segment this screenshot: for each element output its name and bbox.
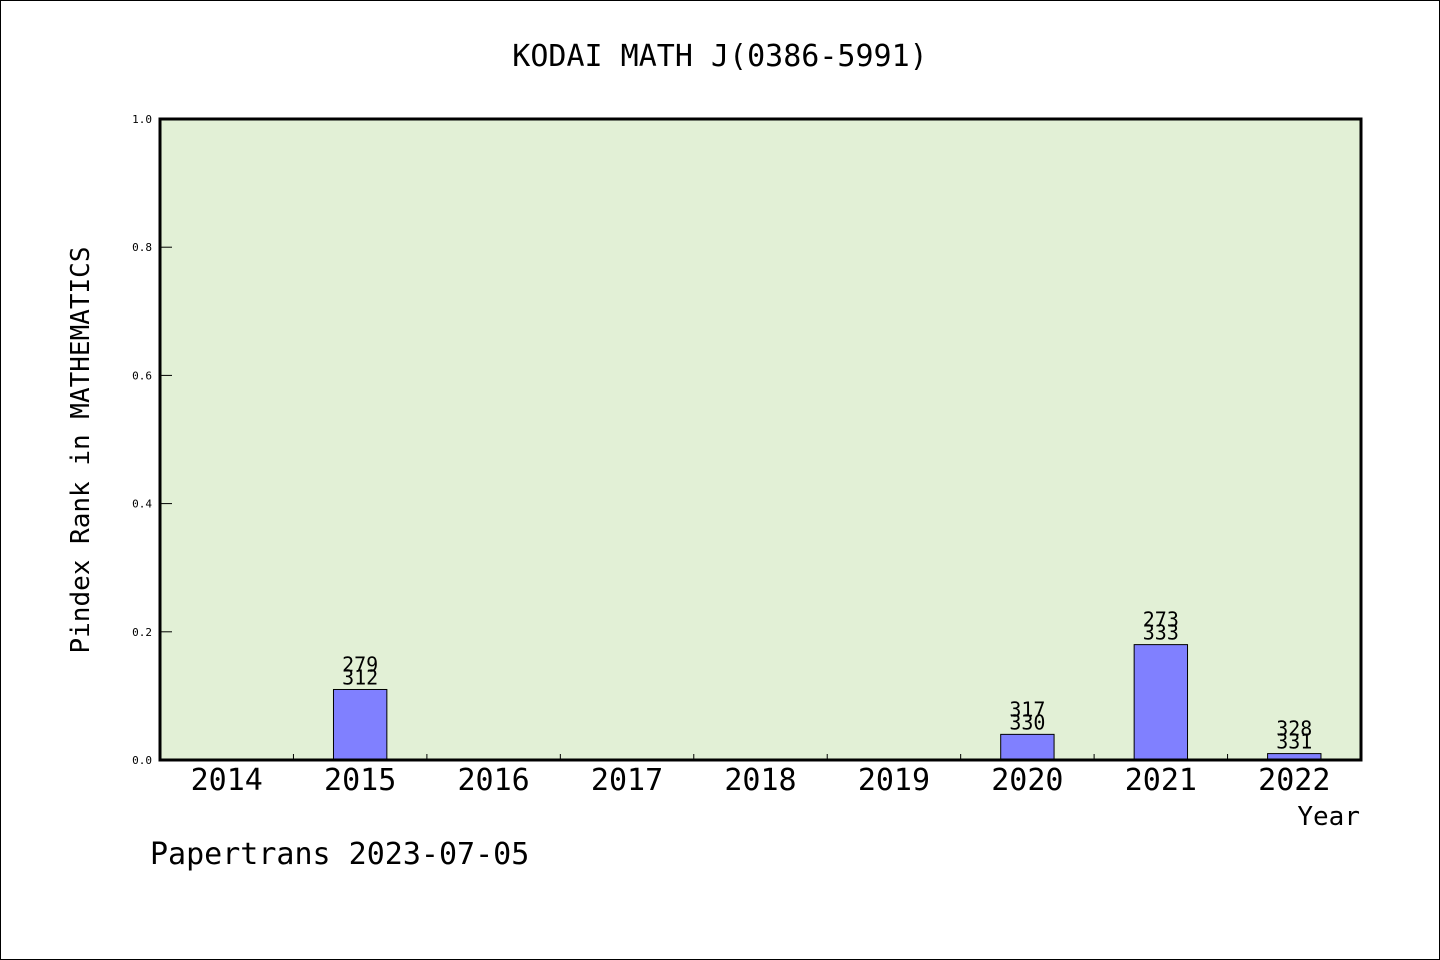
bar-label-top: 328 [1276,717,1312,741]
bar-label-bottom: 330 [1009,710,1045,734]
footer-credit: Papertrans 2023-07-05 [150,837,529,872]
bar-label-bottom: 312 [342,665,378,689]
y-tick-label: 0.6 [132,369,152,382]
plot-border [158,117,1363,762]
x-tick-label: 2022 [1258,763,1330,798]
bar-label-top: 317 [1009,697,1045,721]
bar-2020 [1000,733,1055,761]
bar-2015 [332,688,388,761]
bar-2021 [1133,644,1189,761]
x-tick-label: 2016 [457,763,529,798]
bar-label-bottom: 333 [1143,621,1179,645]
y-tick-label: 0.8 [132,241,152,254]
chart-title: KODAI MATH J(0386-5991) [512,39,927,74]
bar-label-top: 279 [342,652,378,676]
x-tick-label: 2019 [858,763,930,798]
y-axis-label: Pindex Rank in MATHEMATICS [66,247,96,654]
y-tick-label: 0.0 [132,754,152,767]
x-tick-label: 2018 [724,763,796,798]
ticks-group: 0.0 0.2 0.4 0.6 0.8 1.0 2014 2015 2016 2017 2018 20… [132,113,1330,798]
x-axis-label: Year [1297,802,1360,832]
bar-label-bottom: 331 [1276,730,1312,754]
x-tick-label: 2021 [1125,763,1197,798]
x-tick-label: 2015 [324,763,396,798]
x-tick-label: 2017 [591,763,663,798]
y-tick-label: 0.2 [132,626,152,639]
y-tick-label: 0.4 [132,498,152,511]
x-tick-label: 2014 [191,763,263,798]
x-tick-label: 2020 [991,763,1063,798]
bar-label-top: 273 [1143,608,1179,632]
y-tick-label: 1.0 [132,113,152,126]
